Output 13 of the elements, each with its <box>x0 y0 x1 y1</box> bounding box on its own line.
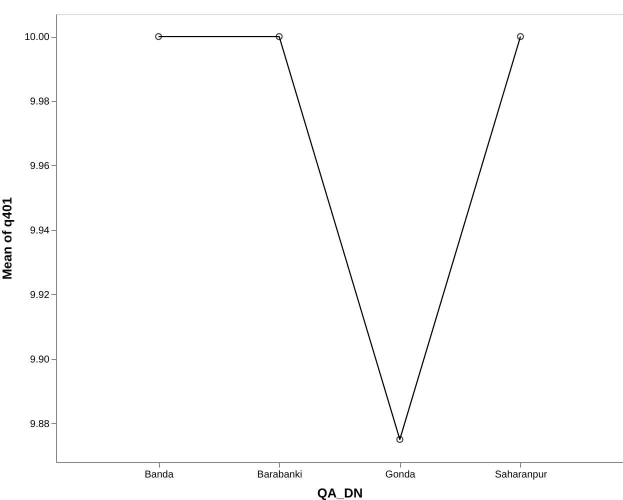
y-tick-label: 9.96 <box>30 160 50 172</box>
x-tick-label: Banda <box>144 470 174 480</box>
x-axis-title: QA_DN <box>317 486 363 500</box>
y-tick-label: 10.00 <box>24 32 50 44</box>
x-tick-label: Barabanki <box>257 470 302 480</box>
x-tick-label: Saharanpur <box>494 470 548 480</box>
y-tick-label: 9.94 <box>30 225 50 236</box>
y-tick-label: 9.90 <box>30 354 50 366</box>
x-tick-label: Gonda <box>385 470 416 480</box>
y-tick-label: 9.88 <box>30 418 50 430</box>
y-tick-label: 9.92 <box>30 290 50 301</box>
y-axis-title: Mean of q401 <box>0 197 14 280</box>
y-tick-label: 9.98 <box>30 96 50 108</box>
